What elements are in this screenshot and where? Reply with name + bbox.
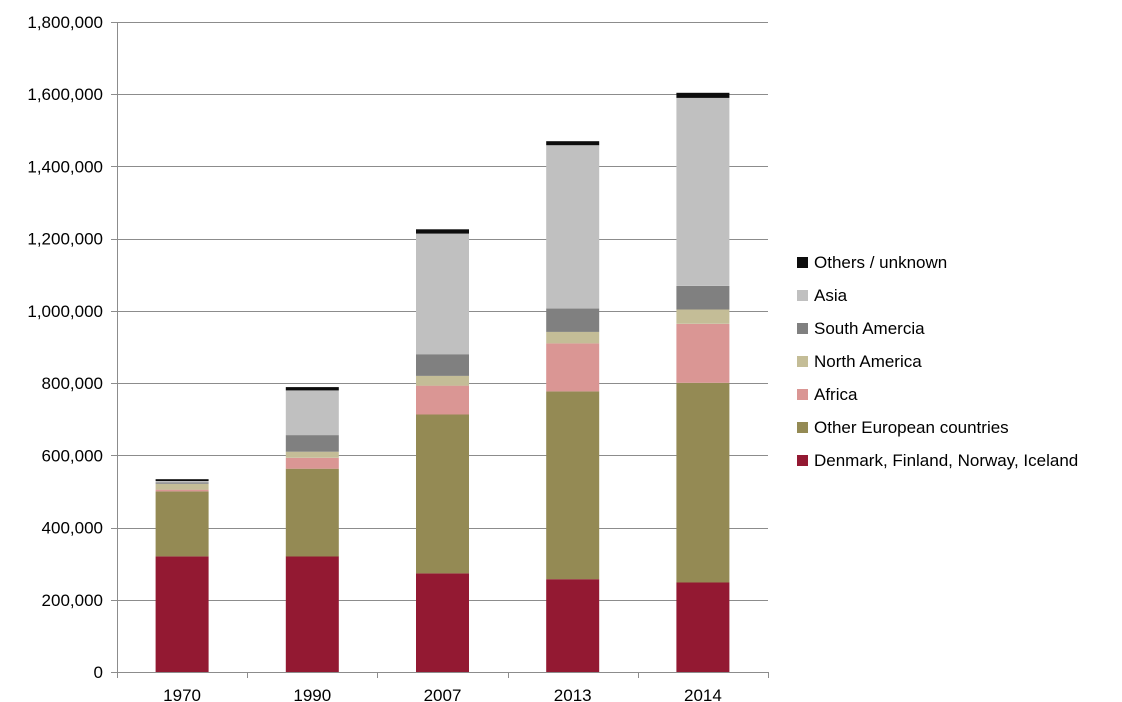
- legend-label: Asia: [814, 286, 848, 305]
- legend-label: South Amercia: [814, 319, 925, 338]
- bar-segment-1970-6: [155, 479, 209, 481]
- legend-item: Others / unknown: [797, 253, 947, 272]
- legend-label: Others / unknown: [814, 253, 947, 272]
- legend-swatch: [797, 323, 808, 334]
- y-tick-label: 1,600,000: [27, 85, 103, 104]
- x-tick-label: 1990: [293, 686, 331, 702]
- bar-segment-2014-5: [676, 97, 730, 286]
- bar-segment-1990-2: [285, 457, 339, 469]
- bar-segment-1970-1: [155, 491, 209, 557]
- bar-segment-1990-4: [285, 435, 339, 452]
- bar-segment-2007-0: [416, 573, 469, 672]
- y-tick-label: 400,000: [42, 519, 103, 538]
- bar-segment-2014-0: [676, 582, 730, 672]
- axes: [111, 22, 769, 678]
- bar-stack-2007: [416, 229, 469, 672]
- x-axis-tick-labels: 1970 1990 2007 2013 2014: [163, 686, 722, 702]
- legend-item: Asia: [797, 286, 848, 305]
- bar-stack-1970: [155, 479, 209, 672]
- legend-swatch: [797, 455, 808, 466]
- y-tick-label: 800,000: [42, 374, 103, 393]
- legend-swatch: [797, 290, 808, 301]
- bar-segment-2014-3: [676, 309, 730, 324]
- legend-swatch: [797, 422, 808, 433]
- y-tick-label: 1,000,000: [27, 302, 103, 321]
- bar-segment-1970-2: [155, 489, 209, 492]
- bar-segment-1990-5: [285, 390, 339, 436]
- y-tick-label: 1,200,000: [27, 230, 103, 249]
- bar-segment-2014-2: [676, 323, 730, 383]
- legend-label: Africa: [814, 385, 858, 404]
- legend-label: Denmark, Finland, Norway, Iceland: [814, 451, 1078, 470]
- bar-segment-2007-2: [416, 385, 469, 415]
- bar-segment-1970-0: [155, 556, 209, 672]
- bar-segment-1990-3: [285, 451, 339, 458]
- x-tick-label: 2013: [554, 686, 592, 702]
- bar-segment-1970-5: [155, 481, 209, 483]
- bar-stacks: [155, 92, 730, 672]
- bar-segment-2007-1: [416, 414, 469, 574]
- bar-segment-2013-2: [546, 343, 600, 392]
- bar-stack-2014: [676, 92, 730, 672]
- legend-swatch: [797, 257, 808, 268]
- y-tick-label: 1,400,000: [27, 157, 103, 176]
- bar-segment-2013-4: [546, 308, 600, 332]
- bar-segment-2013-0: [546, 579, 600, 672]
- bar-segment-2013-6: [546, 141, 600, 146]
- bar-segment-2013-3: [546, 331, 600, 344]
- bar-segment-2013-5: [546, 145, 600, 309]
- bar-segment-1990-6: [285, 387, 339, 391]
- legend-item: Africa: [797, 385, 858, 404]
- legend-item: South Amercia: [797, 319, 925, 338]
- legend-item: North America: [797, 352, 922, 371]
- bar-segment-2007-4: [416, 354, 469, 376]
- bar-segment-1970-3: [155, 483, 209, 490]
- y-tick-label: 600,000: [42, 446, 103, 465]
- bar-segment-2013-1: [546, 391, 600, 580]
- legend-item: Denmark, Finland, Norway, Iceland: [797, 451, 1078, 470]
- bar-segment-2007-5: [416, 233, 469, 355]
- x-tick-label: 2014: [684, 686, 722, 702]
- y-tick-label: 0: [94, 663, 103, 682]
- bar-segment-2014-6: [676, 92, 730, 98]
- bar-segment-2014-4: [676, 286, 730, 310]
- legend-label: Other European countries: [814, 418, 1009, 437]
- bar-stack-1990: [285, 387, 339, 672]
- x-tick-label: 2007: [424, 686, 462, 702]
- legend: Others / unknown Asia South Amercia North A…: [797, 253, 1078, 470]
- bar-segment-2014-1: [676, 382, 730, 583]
- y-axis-tick-labels: 0 200,000 400,000 600,000 800,000 1,000,000 1,…: [27, 13, 103, 682]
- bar-segment-2007-6: [416, 229, 469, 234]
- legend-swatch: [797, 389, 808, 400]
- x-tick-label: 1970: [163, 686, 201, 702]
- y-tick-label: 1,800,000: [27, 13, 103, 32]
- bar-segment-1970-4: [155, 482, 209, 484]
- legend-swatch: [797, 356, 808, 367]
- bar-stack-2013: [546, 141, 600, 672]
- bar-segment-1990-0: [285, 556, 339, 672]
- legend-label: North America: [814, 352, 922, 371]
- y-tick-label: 200,000: [42, 591, 103, 610]
- bar-segment-2007-3: [416, 375, 469, 386]
- bar-segment-1990-1: [285, 468, 339, 557]
- legend-item: Other European countries: [797, 418, 1009, 437]
